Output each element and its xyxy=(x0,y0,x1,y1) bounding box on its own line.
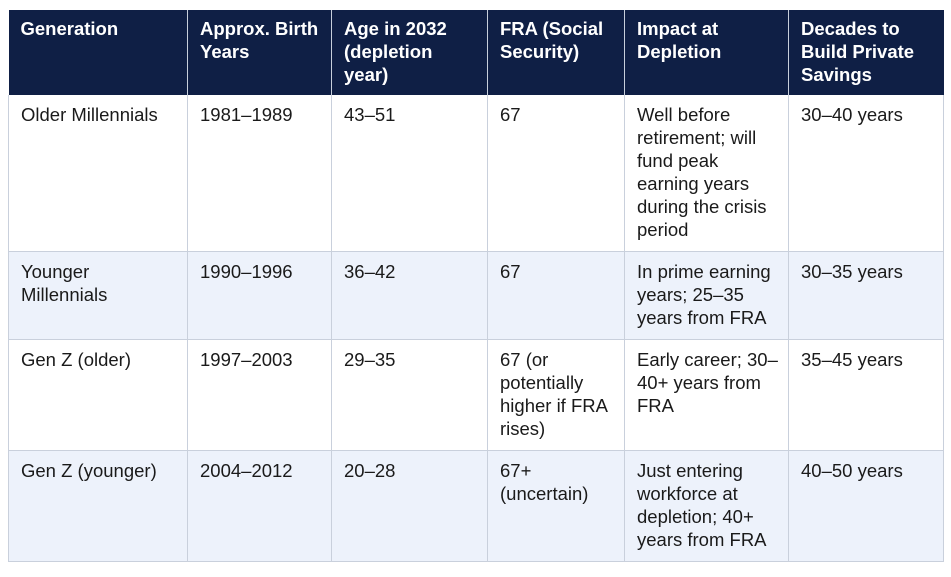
cell-decades: 30–40 years xyxy=(788,95,944,252)
table-body: Older Millennials 1981–1989 43–51 67 Wel… xyxy=(8,95,944,562)
cell-age-2032: 29–35 xyxy=(331,339,488,451)
generation-table: Generation Approx. Birth Years Age in 20… xyxy=(8,10,944,562)
cell-generation: Gen Z (younger) xyxy=(8,450,188,562)
cell-fra: 67 (or potentially higher if FRA rises) xyxy=(487,339,625,451)
header-decades: Decades to Build Private Savings xyxy=(788,10,944,95)
cell-age-2032: 20–28 xyxy=(331,450,488,562)
cell-age-2032: 36–42 xyxy=(331,251,488,340)
header-generation: Generation xyxy=(8,10,188,95)
cell-impact: Well before retirement; will fund peak e… xyxy=(624,95,789,252)
header-age-2032: Age in 2032 (depletion year) xyxy=(331,10,488,95)
cell-birth-years: 1990–1996 xyxy=(187,251,332,340)
cell-impact: In prime earning years; 25–35 years from… xyxy=(624,251,789,340)
table-header: Generation Approx. Birth Years Age in 20… xyxy=(8,10,944,95)
header-row: Generation Approx. Birth Years Age in 20… xyxy=(8,10,944,95)
table-row: Gen Z (older) 1997–2003 29–35 67 (or pot… xyxy=(8,339,944,451)
cell-fra: 67 xyxy=(487,251,625,340)
cell-impact: Just entering workforce at depletion; 40… xyxy=(624,450,789,562)
cell-age-2032: 43–51 xyxy=(331,95,488,252)
cell-generation: Older Millennials xyxy=(8,95,188,252)
table-row: Older Millennials 1981–1989 43–51 67 Wel… xyxy=(8,95,944,252)
cell-birth-years: 2004–2012 xyxy=(187,450,332,562)
cell-generation: Gen Z (older) xyxy=(8,339,188,451)
cell-decades: 35–45 years xyxy=(788,339,944,451)
cell-impact: Early career; 30–40+ years from FRA xyxy=(624,339,789,451)
header-impact: Impact at Depletion xyxy=(624,10,789,95)
cell-decades: 30–35 years xyxy=(788,251,944,340)
cell-fra: 67 xyxy=(487,95,625,252)
table-row: Gen Z (younger) 2004–2012 20–28 67+ (unc… xyxy=(8,450,944,562)
header-birth-years: Approx. Birth Years xyxy=(187,10,332,95)
cell-birth-years: 1997–2003 xyxy=(187,339,332,451)
table-row: Younger Millennials 1990–1996 36–42 67 I… xyxy=(8,251,944,340)
cell-generation: Younger Millennials xyxy=(8,251,188,340)
cell-fra: 67+ (uncertain) xyxy=(487,450,625,562)
cell-decades: 40–50 years xyxy=(788,450,944,562)
cell-birth-years: 1981–1989 xyxy=(187,95,332,252)
header-fra: FRA (Social Security) xyxy=(487,10,625,95)
generation-table-container: Generation Approx. Birth Years Age in 20… xyxy=(8,10,944,562)
